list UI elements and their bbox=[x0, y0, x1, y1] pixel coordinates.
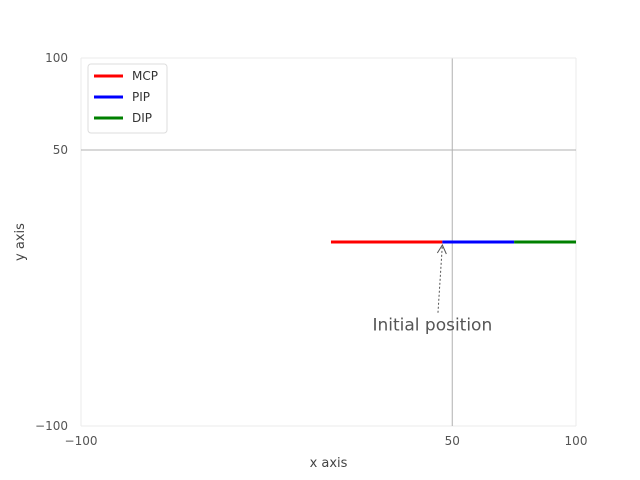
y-tick-label: 50 bbox=[53, 143, 68, 157]
x-tick-label: −100 bbox=[65, 434, 98, 448]
plot-frame bbox=[80, 58, 576, 427]
y-axis-label: y axis bbox=[13, 223, 28, 261]
y-tick-label: 100 bbox=[45, 51, 68, 65]
annotation-arrowhead bbox=[436, 243, 447, 255]
legend-box bbox=[87, 63, 168, 134]
legend-label-pip: PIP bbox=[132, 90, 150, 104]
x-tick-label: 50 bbox=[445, 434, 460, 448]
ticks: −100 50 100 −100 50 100 bbox=[35, 51, 587, 448]
legend: MCP PIP DIP bbox=[87, 63, 168, 134]
y-tick-label: −100 bbox=[35, 419, 68, 433]
annotation-arrow bbox=[437, 244, 443, 313]
x-axis-label: x axis bbox=[310, 456, 348, 471]
legend-label-mcp: MCP bbox=[132, 69, 158, 83]
annotation-text: Initial position bbox=[372, 316, 492, 336]
annotation-layer: Initial position bbox=[372, 243, 492, 336]
x-tick-label: 100 bbox=[565, 434, 588, 448]
legend-label-dip: DIP bbox=[132, 111, 152, 125]
